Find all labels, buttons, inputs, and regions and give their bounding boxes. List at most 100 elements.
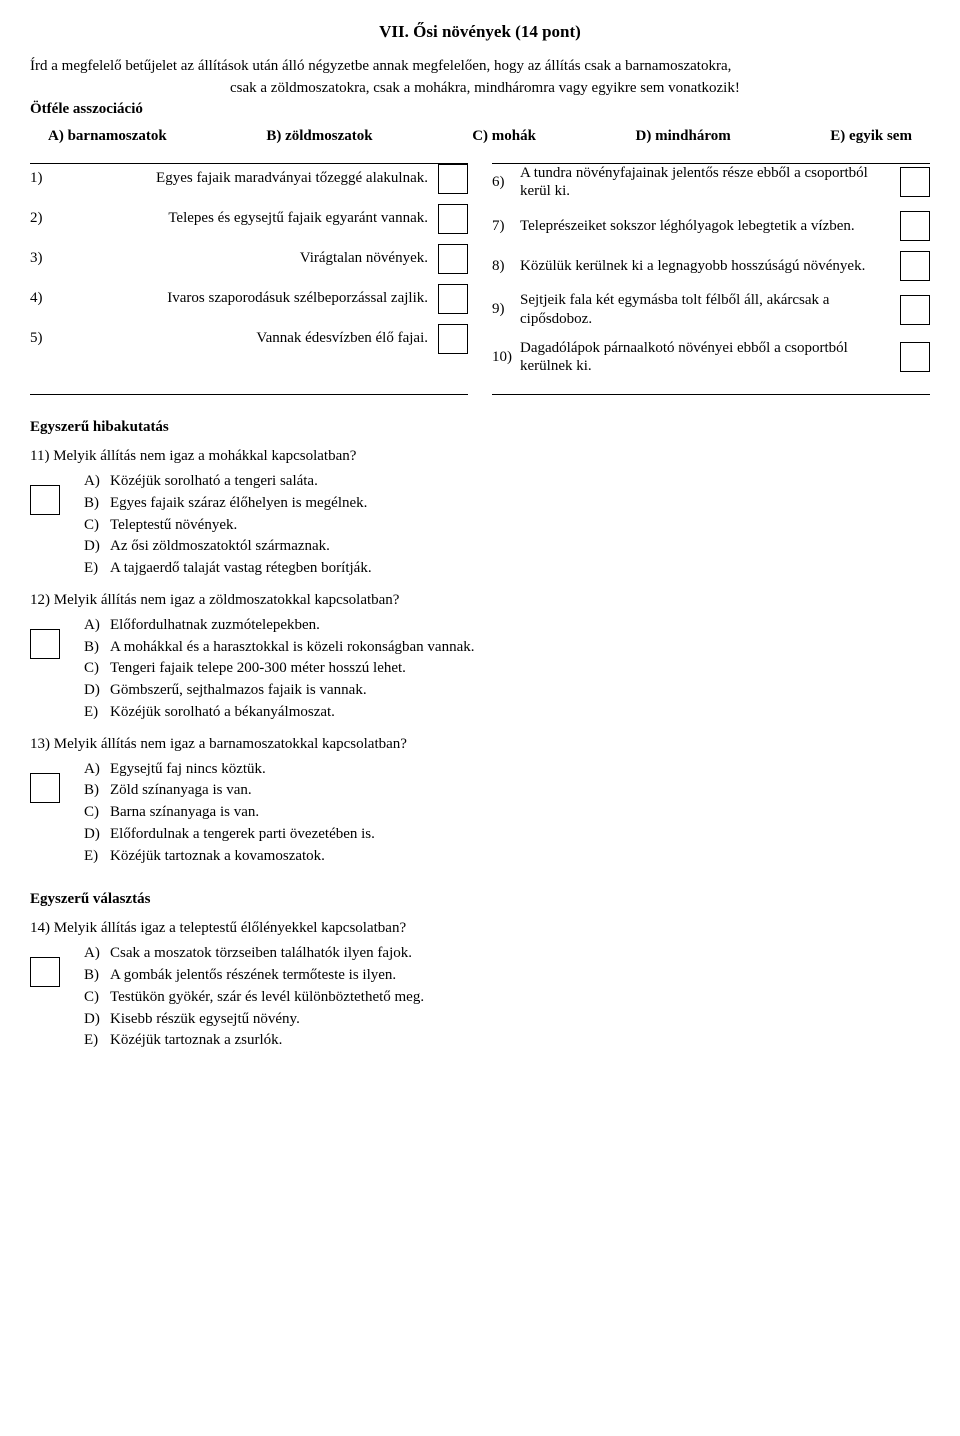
choice-letter: B) xyxy=(84,493,110,515)
choice-text: Testükön gyökér, szár és levél különbözt… xyxy=(110,987,424,1009)
answer-box[interactable] xyxy=(900,295,930,325)
statement-row: 9)Sejtjeik fala két egymásba tolt félből… xyxy=(492,291,930,329)
choice-letter: B) xyxy=(84,965,110,987)
statements-grid: 1)Egyes fajaik maradványai tőzeggé alaku… xyxy=(30,164,930,387)
answer-box[interactable] xyxy=(900,342,930,372)
row-num: 4) xyxy=(30,290,58,307)
choice-text: Közéjük tartoznak a zsurlók. xyxy=(110,1030,282,1052)
choice-text: A tajgaerdő talaját vastag rétegben borí… xyxy=(110,558,372,580)
statement-row: 7)Teleprészeiket sokszor léghólyagok leb… xyxy=(492,211,930,241)
choice-text: Előfordulnak a tengerek parti övezetében… xyxy=(110,824,375,846)
choice-letter: A) xyxy=(84,943,110,965)
row-text: Közülük kerülnek ki a legnagyobb hosszús… xyxy=(520,257,900,276)
row-text: Ivaros szaporodásuk szélbeporzással zajl… xyxy=(58,289,438,308)
choice-letter: C) xyxy=(84,515,110,537)
q12-choices: A)Előfordulhatnak zuzmótelepekben. B)A m… xyxy=(84,615,474,724)
statement-row: 1)Egyes fajaik maradványai tőzeggé alaku… xyxy=(30,164,468,194)
answer-box[interactable] xyxy=(900,211,930,241)
choice-text: A mohákkal és a harasztokkal is közeli r… xyxy=(110,637,474,659)
section-simple-error: Egyszerű hibakutatás xyxy=(30,419,930,436)
choice-text: Közéjük sorolható a békanyálmoszat. xyxy=(110,702,335,724)
choice-letter: E) xyxy=(84,558,110,580)
row-text: Dagadólápok párnaalkotó növényei ebből a… xyxy=(520,339,900,377)
answer-box[interactable] xyxy=(438,324,468,354)
answer-box[interactable] xyxy=(30,773,60,803)
choice-text: Barna színanyaga is van. xyxy=(110,802,259,824)
choice-letter: A) xyxy=(84,471,110,493)
q14-choices: A)Csak a moszatok törzseiben találhatók … xyxy=(84,943,424,1052)
answer-box[interactable] xyxy=(30,629,60,659)
choice-letter: A) xyxy=(84,615,110,637)
row-num: 9) xyxy=(492,301,520,318)
row-text: Virágtalan növények. xyxy=(58,249,438,268)
q13-block: A)Egysejtű faj nincs köztük. B)Zöld szín… xyxy=(30,759,930,868)
option-a: A) barnamoszatok xyxy=(48,128,167,145)
row-text: Telepes és egysejtű fajaik egyaránt vann… xyxy=(58,209,438,228)
answer-box[interactable] xyxy=(438,204,468,234)
row-text: Vannak édesvízben élő fajai. xyxy=(58,329,438,348)
choice-text: Közéjük sorolható a tengeri saláta. xyxy=(110,471,318,493)
choice-letter: E) xyxy=(84,846,110,868)
q14-text: 14) Melyik állítás igaz a teleptestű élő… xyxy=(30,920,930,937)
options-row: A) barnamoszatok B) zöldmoszatok C) mohá… xyxy=(30,128,930,145)
statement-row: 8)Közülük kerülnek ki a legnagyobb hossz… xyxy=(492,251,930,281)
statement-row: 10)Dagadólápok párnaalkotó növényei ebbő… xyxy=(492,339,930,377)
choice-text: Kisebb részük egysejtű növény. xyxy=(110,1009,300,1031)
option-d: D) mindhárom xyxy=(636,128,731,145)
row-num: 10) xyxy=(492,349,520,366)
choice-text: Zöld színanyaga is van. xyxy=(110,780,252,802)
option-b: B) zöldmoszatok xyxy=(266,128,372,145)
q11-choices: A)Közéjük sorolható a tengeri saláta. B)… xyxy=(84,471,372,580)
statement-row: 6)A tundra növényfajainak jelentős része… xyxy=(492,164,930,202)
statement-row: 3)Virágtalan növények. xyxy=(30,244,468,274)
section-simple-choice: Egyszerű választás xyxy=(30,891,930,908)
choice-letter: E) xyxy=(84,702,110,724)
statement-row: 4)Ivaros szaporodásuk szélbeporzással za… xyxy=(30,284,468,314)
answer-box[interactable] xyxy=(900,167,930,197)
choice-text: Az ősi zöldmoszatoktól származnak. xyxy=(110,536,330,558)
row-num: 6) xyxy=(492,174,520,191)
choice-text: Teleptestű növények. xyxy=(110,515,237,537)
q11-block: A)Közéjük sorolható a tengeri saláta. B)… xyxy=(30,471,930,580)
right-column: 6)A tundra növényfajainak jelentős része… xyxy=(492,164,930,387)
row-text: Egyes fajaik maradványai tőzeggé alakuln… xyxy=(58,169,438,188)
statement-row: 2)Telepes és egysejtű fajaik egyaránt va… xyxy=(30,204,468,234)
choice-letter: C) xyxy=(84,802,110,824)
q13-text: 13) Melyik állítás nem igaz a barnamosza… xyxy=(30,736,930,753)
choice-letter: A) xyxy=(84,759,110,781)
choice-text: Egyes fajaik száraz élőhelyen is megélne… xyxy=(110,493,367,515)
page-title: VII. Ősi növények (14 pont) xyxy=(30,22,930,42)
choice-text: Gömbszerű, sejthalmazos fajaik is vannak… xyxy=(110,680,367,702)
q13-choices: A)Egysejtű faj nincs köztük. B)Zöld szín… xyxy=(84,759,375,868)
row-num: 7) xyxy=(492,218,520,235)
choice-letter: B) xyxy=(84,637,110,659)
intro-line-1: Írd a megfelelő betűjelet az állítások u… xyxy=(30,56,930,76)
answer-box[interactable] xyxy=(900,251,930,281)
answer-box[interactable] xyxy=(438,164,468,194)
row-num: 3) xyxy=(30,250,58,267)
choice-letter: D) xyxy=(84,1009,110,1031)
page: VII. Ősi növények (14 pont) Írd a megfel… xyxy=(0,0,960,1436)
answer-box[interactable] xyxy=(438,284,468,314)
q11-text: 11) Melyik állítás nem igaz a mohákkal k… xyxy=(30,448,930,465)
choice-letter: C) xyxy=(84,658,110,680)
answer-box[interactable] xyxy=(30,957,60,987)
answer-box[interactable] xyxy=(438,244,468,274)
row-text: A tundra növényfajainak jelentős része e… xyxy=(520,164,900,202)
choice-text: Közéjük tartoznak a kovamoszatok. xyxy=(110,846,325,868)
choice-letter: D) xyxy=(84,824,110,846)
choice-text: A gombák jelentős részének termőteste is… xyxy=(110,965,396,987)
row-num: 5) xyxy=(30,330,58,347)
option-e: E) egyik sem xyxy=(830,128,912,145)
intro-line-2: csak a zöldmoszatokra, csak a mohákra, m… xyxy=(230,78,930,98)
choice-text: Csak a moszatok törzseiben találhatók il… xyxy=(110,943,412,965)
choice-letter: D) xyxy=(84,536,110,558)
q12-block: A)Előfordulhatnak zuzmótelepekben. B)A m… xyxy=(30,615,930,724)
row-text: Sejtjeik fala két egymásba tolt félből á… xyxy=(520,291,900,329)
answer-box[interactable] xyxy=(30,485,60,515)
choice-letter: D) xyxy=(84,680,110,702)
choice-text: Tengeri fajaik telepe 200-300 méter hoss… xyxy=(110,658,406,680)
left-column: 1)Egyes fajaik maradványai tőzeggé alaku… xyxy=(30,164,468,387)
choice-letter: E) xyxy=(84,1030,110,1052)
row-num: 2) xyxy=(30,210,58,227)
